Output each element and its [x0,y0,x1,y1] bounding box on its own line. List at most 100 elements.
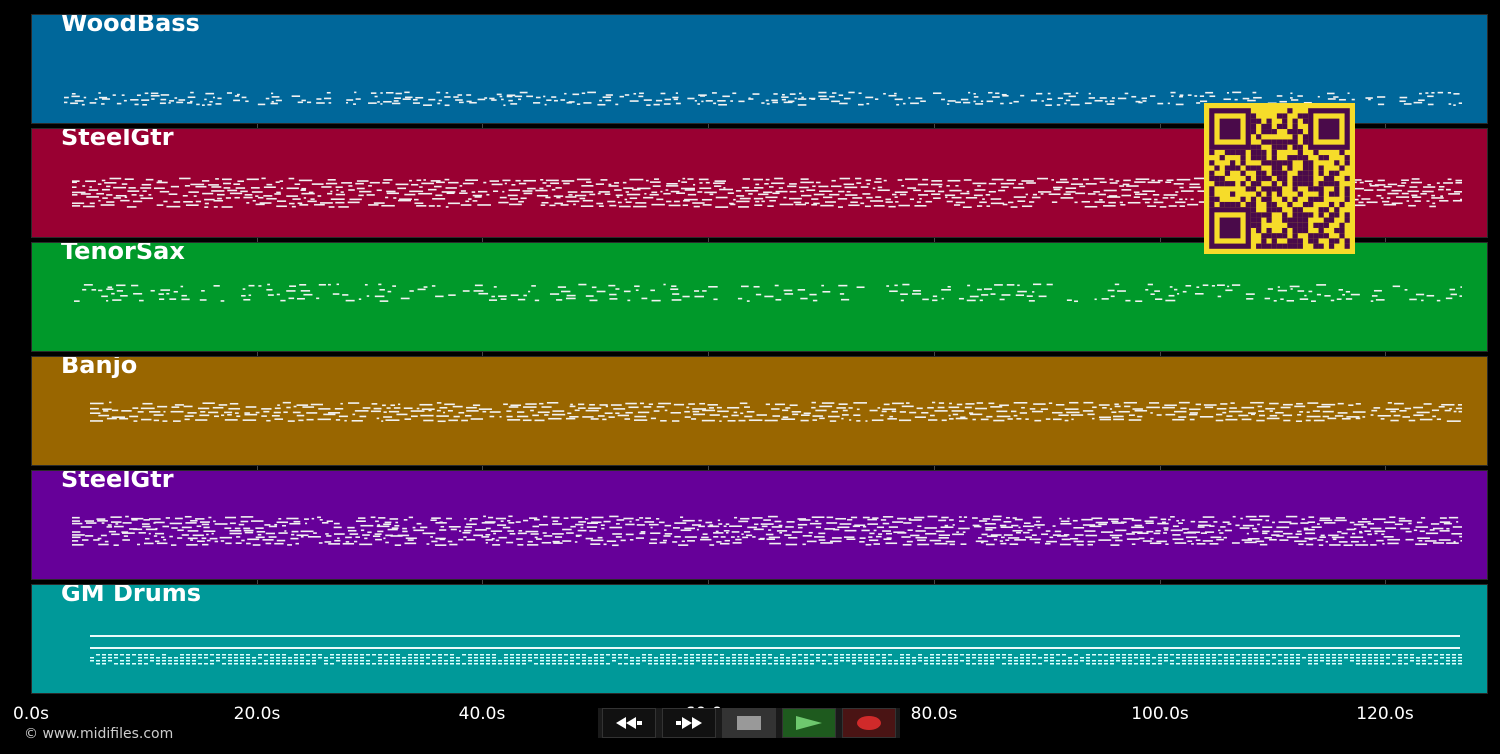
note [510,404,522,407]
note [1224,660,1228,662]
note [1008,657,1012,659]
note [801,194,812,197]
note [1425,532,1439,535]
note [366,660,370,662]
note [1217,295,1222,298]
note [738,663,742,665]
fast-forward-button[interactable] [662,708,716,738]
play-button[interactable] [782,708,836,738]
note [1046,283,1053,286]
qr-module [1245,175,1251,182]
note [1386,657,1390,659]
note [276,200,287,202]
note [603,520,611,523]
note [1443,522,1452,525]
note [828,663,832,665]
note [1123,401,1137,404]
track-steelgtr-2[interactable]: SteelGtr [31,470,1488,580]
qr-module [1344,217,1350,223]
note [659,541,667,544]
note [854,524,866,527]
note [701,536,709,539]
note [1033,283,1042,286]
note [582,657,586,659]
note [1383,185,1392,188]
note [985,194,991,196]
qr-module [1256,243,1262,249]
track-gm-drums[interactable]: GM Drums [31,584,1488,694]
note [1434,660,1438,662]
note [1194,654,1198,656]
note [938,537,949,539]
note [1144,201,1150,204]
note [1142,540,1152,542]
note [325,182,338,185]
note [1157,522,1169,525]
note [755,183,760,186]
qr-module [1250,113,1257,119]
rewind-button[interactable] [602,708,656,738]
note [732,92,737,95]
qr-module [1344,243,1350,249]
note [91,289,97,291]
note [1297,413,1302,416]
qr-module [1256,181,1262,187]
note [808,531,813,534]
note [594,654,598,656]
note [1391,189,1402,192]
note [1146,657,1150,659]
note [336,660,340,662]
note [545,196,551,199]
qr-module [1323,181,1329,187]
qr-module [1219,201,1225,208]
note [533,518,540,521]
note [882,522,890,525]
record-button[interactable] [842,708,896,738]
note [1162,197,1169,199]
note [103,410,109,412]
note [606,663,610,665]
note [402,663,406,665]
note [453,96,459,98]
note [450,528,457,531]
note [582,663,586,665]
note [978,663,982,665]
note [1245,293,1255,295]
note [1284,657,1288,659]
note [980,418,989,421]
note [137,411,144,413]
note [1185,536,1198,539]
track-banjo[interactable]: Banjo [31,356,1488,466]
track-tenorsax[interactable]: TenorSax [31,242,1488,352]
note [268,536,277,538]
note [705,521,713,524]
note [264,524,271,526]
note [503,403,508,406]
note [1053,186,1063,189]
qr-module [1224,165,1231,171]
note [684,654,688,656]
note [394,544,402,546]
note [869,409,878,412]
note [508,189,520,192]
note [852,663,856,665]
note [588,407,602,410]
note [287,544,293,546]
note [1235,524,1240,527]
note [436,91,441,94]
note [1005,516,1010,519]
note [408,654,412,656]
note [558,663,562,665]
note [930,654,934,656]
note [652,185,661,187]
note [465,179,479,181]
note [1376,539,1384,542]
note [1436,182,1440,184]
note [288,660,292,662]
note [1446,420,1461,422]
note [396,654,400,656]
note [1269,538,1277,541]
note [818,532,826,535]
note [336,283,340,286]
stop-button[interactable] [722,708,776,738]
